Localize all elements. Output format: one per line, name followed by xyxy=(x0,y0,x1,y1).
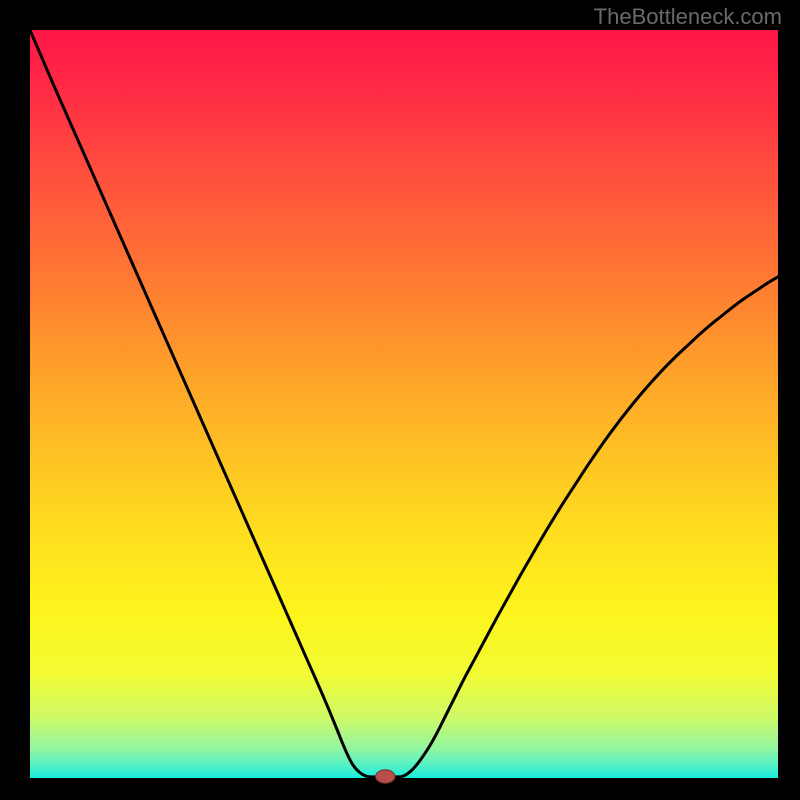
watermark-text: TheBottleneck.com xyxy=(594,4,782,30)
chart-container: TheBottleneck.com xyxy=(0,0,800,800)
bottleneck-chart xyxy=(0,0,800,800)
min-marker xyxy=(376,770,395,783)
